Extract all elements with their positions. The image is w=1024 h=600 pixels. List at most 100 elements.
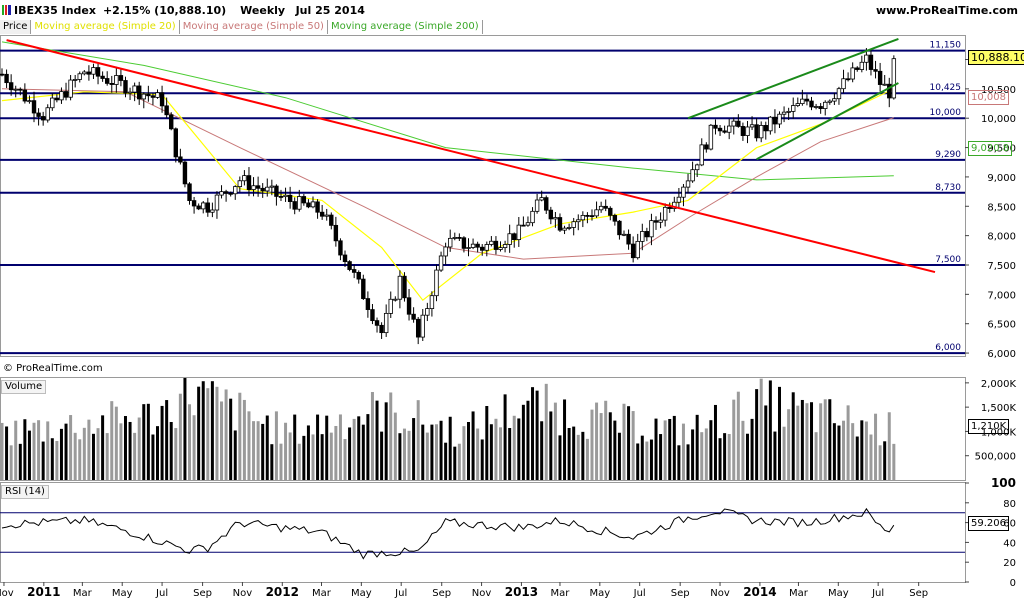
volume-bar: [412, 418, 416, 480]
volume-bar: [41, 441, 45, 480]
volume-bar: [745, 433, 749, 480]
volume-bar: [82, 427, 86, 480]
candle-body: [603, 205, 608, 209]
volume-bar: [645, 441, 649, 480]
candle-body: [722, 130, 727, 133]
volume-bar: [284, 422, 288, 480]
candle-body: [530, 210, 535, 224]
candle-body: [795, 103, 800, 106]
candle-body: [429, 295, 435, 310]
candle-body: [694, 164, 700, 171]
volume-bar: [512, 415, 516, 480]
volume-bar: [370, 392, 374, 480]
candle-body: [804, 98, 810, 102]
legend-ma20[interactable]: Moving average (Simple 20): [31, 20, 180, 34]
candle-body: [123, 80, 128, 94]
volume-bar: [27, 430, 31, 480]
candle-body: [749, 124, 755, 128]
volume-bar: [549, 411, 553, 480]
candle-body: [169, 114, 174, 130]
volume-bar: [471, 411, 475, 480]
volume-bar: [810, 402, 814, 480]
candle-body: [717, 127, 723, 132]
candle-body: [13, 88, 18, 91]
site-link[interactable]: www.ProRealTime.com: [875, 4, 1018, 17]
candle-body: [269, 185, 275, 188]
x-axis-tick-label: Jul: [633, 588, 646, 599]
candle-body: [502, 244, 508, 249]
candle-body: [438, 255, 444, 271]
candle-body: [781, 111, 787, 115]
x-axis-tick-label: Jul: [394, 588, 407, 599]
candle-body: [40, 116, 46, 121]
volume-bar: [169, 421, 173, 480]
candle-body: [45, 107, 50, 121]
volume-bar: [160, 405, 164, 480]
volume-bar: [192, 415, 196, 480]
volume-bar: [800, 399, 804, 480]
volume-bar: [265, 415, 269, 480]
legend-ma50[interactable]: Moving average (Simple 50): [179, 20, 328, 34]
candle-body: [246, 175, 252, 190]
volume-bar: [627, 406, 631, 480]
volume-bar: [846, 405, 850, 480]
candle-body: [768, 116, 773, 132]
rsi-value-tag: 59.206: [968, 516, 1009, 531]
candle-body: [726, 125, 732, 133]
candle-body: [662, 206, 668, 221]
candle-body: [736, 120, 741, 127]
channel-lower-line: [756, 82, 899, 161]
legend-price[interactable]: Price: [0, 20, 32, 34]
candle-body: [443, 246, 448, 257]
candle-body: [388, 298, 393, 314]
legend-ma200[interactable]: Moving average (Simple 200): [327, 20, 483, 34]
volume-bar: [421, 424, 425, 480]
volume-value-tag: 1,210K: [968, 419, 1010, 434]
candle-body: [562, 227, 567, 231]
volume-bar: [46, 421, 50, 480]
horizontal-level-label: 6,000: [935, 343, 961, 353]
volume-bar: [18, 443, 22, 480]
volume-bar: [87, 419, 91, 480]
rsi-panel-label[interactable]: RSI (14): [1, 485, 49, 499]
candle-body: [566, 227, 572, 229]
volume-bar: [489, 424, 493, 480]
candle-body: [635, 240, 640, 259]
volume-bar: [695, 414, 699, 480]
volume-bar: [352, 418, 356, 480]
volume-bar: [229, 398, 233, 480]
candle-body: [887, 83, 892, 99]
volume-bar: [279, 443, 283, 480]
x-axis-tick-label: Mar: [789, 588, 809, 599]
candle-body: [420, 314, 425, 338]
volume-bar: [448, 416, 452, 480]
candle-body: [223, 191, 229, 194]
rsi-y-tick-label: 100: [991, 476, 1016, 490]
volume-bar: [73, 432, 77, 480]
candle-body: [653, 220, 659, 223]
volume-bar: [736, 391, 740, 480]
candle-body: [283, 194, 288, 198]
volume-bar: [114, 406, 118, 480]
candle-body: [319, 211, 325, 217]
volume-bar: [869, 434, 873, 480]
volume-bar: [142, 404, 146, 480]
x-axis-tick-label: 2011: [27, 585, 60, 599]
volume-bar: [755, 389, 759, 480]
volume-bar: [467, 422, 470, 480]
candle-body: [255, 185, 261, 189]
candle-body: [617, 220, 622, 236]
candle-body: [365, 298, 371, 310]
volume-bar: [453, 446, 457, 480]
candle-body: [708, 124, 714, 150]
volume-bar: [732, 399, 736, 480]
volume-bar: [402, 428, 406, 480]
volume-panel-label[interactable]: Volume: [1, 380, 47, 394]
volume-bar: [878, 445, 882, 480]
candle-body: [553, 217, 558, 220]
candle-body: [772, 116, 778, 125]
candle-body: [292, 201, 297, 210]
volume-bar: [256, 421, 260, 480]
candle-body: [868, 54, 874, 70]
downtrend-line: [6, 39, 936, 274]
